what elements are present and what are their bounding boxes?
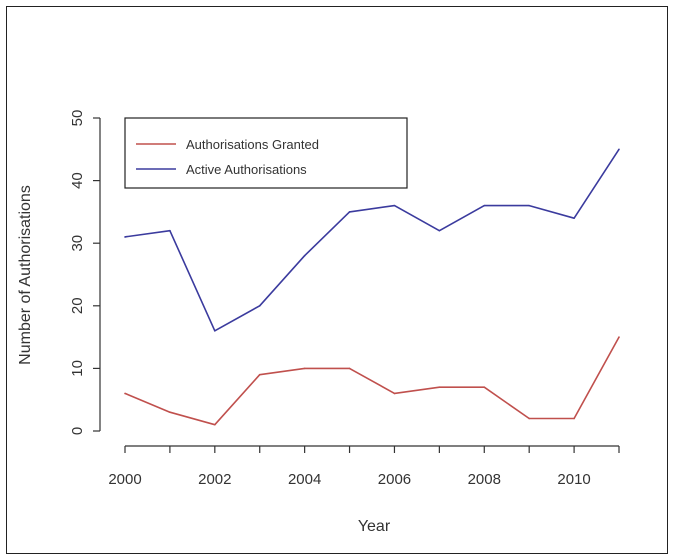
x-tick-label: 2002 <box>198 471 231 488</box>
data-point <box>124 393 126 395</box>
data-point <box>214 424 216 426</box>
data-point <box>169 411 171 413</box>
data-point <box>349 368 351 370</box>
series-layer <box>124 149 620 426</box>
x-tick-label: 2000 <box>108 471 141 488</box>
data-point <box>349 211 351 213</box>
data-point <box>618 336 620 338</box>
data-point <box>304 255 306 257</box>
data-point <box>483 386 485 388</box>
data-point <box>124 236 126 238</box>
series-line-1 <box>125 337 619 425</box>
data-point <box>573 217 575 219</box>
legend-box <box>125 118 407 188</box>
y-tick-label: 20 <box>69 297 86 314</box>
legend-label-2: Active Authorisations <box>186 162 307 177</box>
x-tick-label: 2008 <box>468 471 501 488</box>
data-point <box>528 418 530 420</box>
data-point <box>169 230 171 232</box>
y-axis: 0 10 20 30 40 50 <box>69 110 100 436</box>
y-axis-title: Number of Authorisations <box>17 185 34 365</box>
data-point <box>259 305 261 307</box>
x-axis-title: Year <box>358 518 391 535</box>
y-tick-label: 50 <box>69 110 86 127</box>
y-tick-label: 0 <box>69 427 86 435</box>
x-axis: 2000 2002 2004 2006 2008 2010 <box>108 446 619 488</box>
data-point <box>528 205 530 207</box>
data-point <box>439 230 441 232</box>
y-tick-label: 10 <box>69 360 86 377</box>
y-tick-label: 40 <box>69 172 86 189</box>
data-point <box>394 393 396 395</box>
legend: Authorisations Granted Active Authorisati… <box>125 118 407 188</box>
x-tick-label: 2004 <box>288 471 321 488</box>
x-tick-label: 2006 <box>378 471 411 488</box>
data-point <box>259 374 261 376</box>
y-tick-label: 30 <box>69 235 86 252</box>
data-point <box>483 205 485 207</box>
data-point <box>573 418 575 420</box>
data-point <box>394 205 396 207</box>
data-point <box>214 330 216 332</box>
x-tick-label: 2010 <box>557 471 590 488</box>
data-point <box>304 368 306 370</box>
legend-label-1: Authorisations Granted <box>186 137 319 152</box>
data-point <box>618 149 620 151</box>
data-point <box>439 386 441 388</box>
